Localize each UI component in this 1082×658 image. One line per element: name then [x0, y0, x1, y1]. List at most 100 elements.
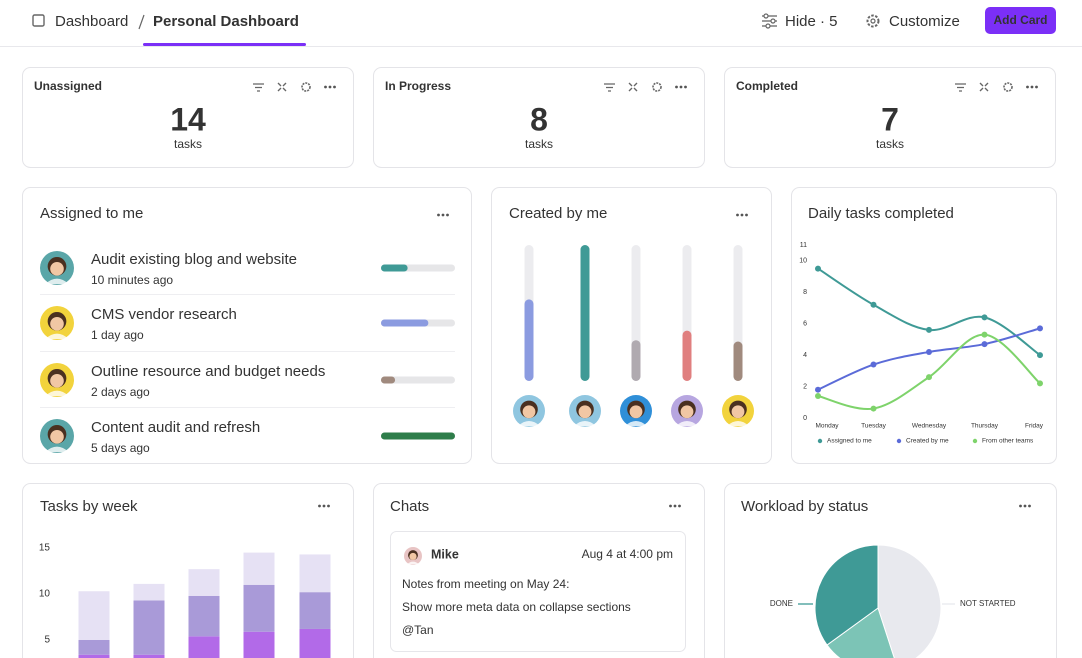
y-tick-label: 8	[803, 289, 807, 296]
y-tick-label: 2	[803, 383, 807, 390]
progress-fill	[381, 376, 396, 384]
point	[981, 331, 988, 338]
chat-line: Notes from meeting on May 24:	[402, 577, 569, 591]
task-time: 5 days ago	[91, 441, 150, 455]
bar-segment	[299, 628, 331, 658]
menu-dot[interactable]	[736, 213, 739, 217]
avatar-face	[578, 405, 592, 419]
task-time: 2 days ago	[91, 385, 150, 399]
card	[791, 187, 1057, 464]
task-name[interactable]: Outline resource and budget needs	[91, 363, 325, 380]
expand-icon[interactable]	[277, 82, 287, 92]
pie-slice	[814, 544, 879, 646]
y-tick-label: 6	[803, 320, 807, 327]
legend-label: Created by me	[906, 438, 949, 445]
menu-dot[interactable]	[675, 85, 678, 89]
tab-underline	[143, 43, 306, 46]
card-title: Chats	[390, 498, 429, 515]
menu-dot[interactable]	[684, 85, 687, 89]
menu-dot[interactable]	[437, 213, 440, 217]
menu-dot[interactable]	[318, 504, 321, 508]
menu-dot[interactable]	[324, 85, 327, 89]
y-tick-label: 5	[44, 635, 50, 646]
task-name[interactable]: Content audit and refresh	[91, 419, 260, 436]
breadcrumb-root[interactable]: Dashboard	[55, 13, 128, 30]
expand-icon[interactable]	[628, 82, 638, 92]
bar-segment	[188, 569, 220, 596]
menu-dot[interactable]	[327, 504, 330, 508]
menu-dot[interactable]	[740, 213, 744, 217]
card-title: Assigned to me	[40, 205, 143, 222]
legend-swatch	[972, 438, 978, 444]
bar-segment	[78, 591, 110, 640]
bar-segment	[133, 600, 165, 655]
menu-dot[interactable]	[441, 213, 445, 217]
task-time: 1 day ago	[91, 328, 144, 342]
avatar-body	[45, 446, 69, 453]
hide-button[interactable]: Hide · 5	[785, 13, 838, 30]
settings-icon[interactable]	[301, 82, 311, 92]
stat-title: Unassigned	[34, 79, 102, 93]
hide-icon-knob	[765, 23, 771, 29]
point	[981, 341, 988, 348]
task-name[interactable]: CMS vendor research	[91, 306, 237, 323]
y-tick-label: 10	[799, 258, 807, 265]
hide-icon-knob	[763, 13, 769, 19]
bar-segment	[243, 552, 275, 585]
y-tick-label: 11	[800, 242, 807, 249]
task-name[interactable]: Audit existing blog and website	[91, 251, 297, 268]
pie-slice	[877, 544, 942, 658]
bar	[682, 330, 692, 381]
stat-title: Completed	[736, 79, 798, 93]
chat-mention[interactable]: @Tan	[402, 623, 434, 637]
add-card-button[interactable]	[985, 7, 1056, 34]
point	[1037, 352, 1043, 359]
menu-dot[interactable]	[322, 504, 326, 508]
legend-swatch	[896, 438, 902, 444]
menu-dot[interactable]	[328, 85, 332, 89]
settings-icon[interactable]	[1003, 82, 1013, 92]
task-time: 10 minutes ago	[91, 273, 173, 287]
menu-dot[interactable]	[446, 213, 449, 217]
menu-dot[interactable]	[1035, 85, 1038, 89]
menu-dot[interactable]	[669, 504, 672, 508]
menu-dot[interactable]	[679, 85, 683, 89]
avatar-face	[409, 552, 417, 561]
point	[926, 374, 932, 381]
bar-segment	[188, 595, 220, 637]
pie-slice	[826, 607, 895, 658]
avatar-body	[517, 421, 541, 427]
settings-icon[interactable]	[652, 82, 662, 92]
menu-dot[interactable]	[1019, 504, 1022, 508]
y-tick-label: 10	[39, 589, 51, 600]
add-card-label[interactable]: Add Card	[994, 13, 1048, 27]
card	[22, 67, 354, 168]
legend-swatch	[817, 438, 823, 444]
menu-dot[interactable]	[673, 504, 677, 508]
filter-icon[interactable]	[253, 83, 264, 92]
point	[815, 386, 821, 393]
expand-icon[interactable]	[979, 82, 989, 92]
menu-dot[interactable]	[1026, 85, 1029, 89]
avatar-face	[731, 405, 745, 419]
menu-dot[interactable]	[1028, 504, 1031, 508]
breadcrumb-current[interactable]: Personal Dashboard	[153, 13, 299, 30]
y-tick-label: 4	[803, 352, 807, 359]
menu-dot[interactable]	[745, 213, 748, 217]
progress-fill	[381, 432, 455, 440]
avatar-face	[50, 262, 64, 276]
bar-segment	[133, 654, 165, 658]
avatar-body	[675, 421, 699, 427]
point	[815, 392, 821, 399]
point	[870, 405, 877, 412]
menu-dot[interactable]	[1023, 504, 1027, 508]
bar-segment	[78, 640, 110, 655]
menu-dot[interactable]	[678, 504, 681, 508]
legend-label: From other teams	[982, 438, 1034, 445]
menu-dot[interactable]	[1030, 85, 1034, 89]
menu-dot[interactable]	[333, 85, 336, 89]
filter-icon[interactable]	[604, 83, 615, 92]
customize-button[interactable]: Customize	[889, 13, 960, 30]
filter-icon[interactable]	[955, 83, 966, 92]
